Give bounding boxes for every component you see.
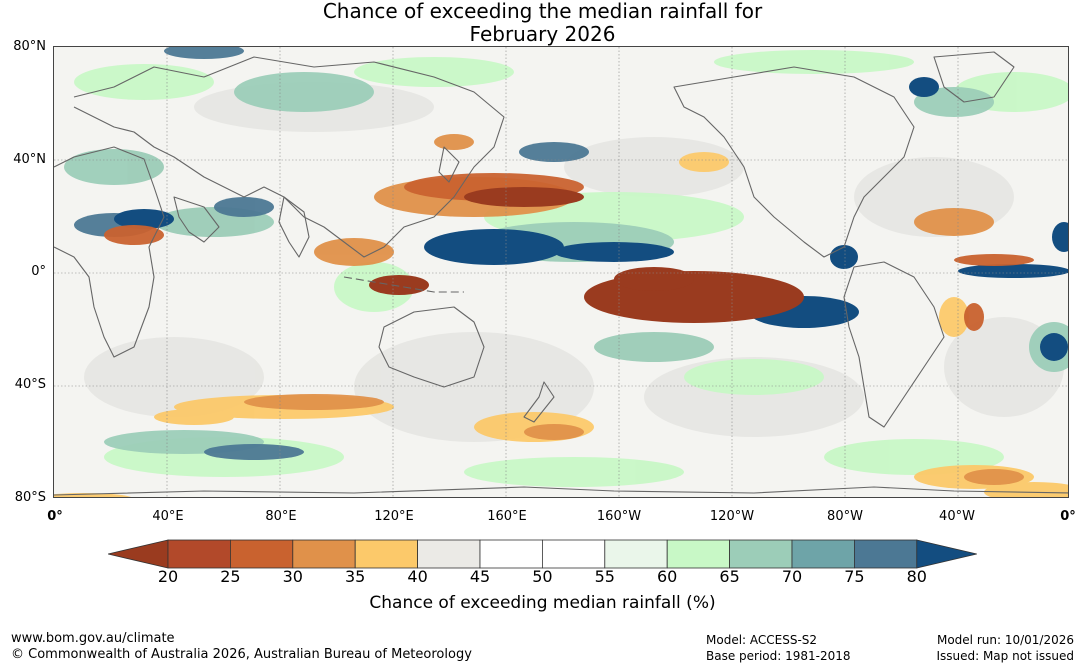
rainfall-map [53,46,1069,498]
title-line-2: February 2026 [469,22,616,46]
coastline-indonesia [343,276,464,293]
lat-label-80n: 80°N [13,39,46,54]
title-line-1: Chance of exceeding the median rainfall … [322,0,763,23]
lon-label-160w: 160°W [596,509,642,524]
colorbar-tick-30: 30 [282,567,303,586]
colorbar [108,539,977,569]
coastline-greenland [933,51,1015,103]
colorbar-cell-70-75 [791,539,855,569]
colorbar-tick-25: 25 [220,567,241,586]
colorbar-under-triangle [108,539,169,569]
colorbar-tick-60: 60 [657,567,678,586]
footer-model-run: Model run: 10/01/2026 [936,633,1074,647]
colorbar-tick-40: 40 [407,567,428,586]
coastline-north-america [673,66,915,258]
coastline-arabia [173,196,220,243]
lon-label-40w: 40°W [939,509,975,524]
lon-label-0-right: 0° [1060,509,1076,524]
colorbar-tick-65: 65 [719,567,740,586]
colorbar-tick-80: 80 [906,567,927,586]
coastline-africa [54,146,165,358]
coastline-south-america [843,261,945,428]
lat-label-80s: 80°S [14,490,46,505]
footer-issued: Issued: Map not issued [936,649,1074,663]
lon-label-40e: 40°E [152,509,184,524]
colorbar-cell-55-60 [604,539,668,569]
colorbar-cell-65-70 [729,539,793,569]
colorbar-cells [108,539,977,569]
lon-label-120w: 120°W [709,509,755,524]
colorbar-tick-45: 45 [469,567,491,586]
colorbar-cell-45-50 [479,539,543,569]
graticule [54,47,1068,497]
colorbar-title: Chance of exceeding median rainfall (%) [369,593,716,613]
coastline-new-zealand [523,381,555,423]
colorbar-cell-30-35 [292,539,356,569]
coastline-antarctica [54,486,1068,496]
lon-label-120e: 120°E [374,509,414,524]
coastlines [54,51,1068,496]
dry-20-25-areas [369,187,804,323]
colorbar-cell-25-30 [230,539,294,569]
colorbar-cell-40-45 [417,539,481,569]
footer-copyright: © Commonwealth of Australia 2026, Austra… [11,647,472,662]
lat-label-40s: 40°S [14,377,46,392]
lon-label-80e: 80°E [265,509,297,524]
footer-model: Model: ACCESS-S2 [706,633,818,647]
colorbar-cell-35-40 [354,539,418,569]
lon-label-0: 0° [47,509,63,524]
colorbar-tick-50: 50 [532,567,553,586]
colorbar-tick-55: 55 [594,567,615,586]
coastline-japan [438,146,460,183]
colorbar-cell-20-25 [167,539,231,569]
colorbar-over-triangle [916,539,977,569]
map-title: Chance of exceeding the median rainfall … [0,0,1085,46]
footer-site: www.bom.gov.au/climate [11,631,175,646]
colorbar-cell-60-65 [666,539,731,569]
footer-base-period: Base period: 1981-2018 [706,649,851,663]
colorbar-cell-75-80 [854,539,918,569]
coastline-india [278,196,310,258]
lat-label-40n: 40°N [13,152,46,167]
colorbar-cell-50-55 [541,539,606,569]
colorbar-tick-70: 70 [781,567,803,586]
colorbar-tick-35: 35 [345,567,366,586]
lon-label-160e: 160°E [487,509,527,524]
colorbar-tick-75: 75 [844,567,865,586]
colorbar-tick-20: 20 [157,567,179,586]
lat-label-equator: 0° [31,264,46,279]
coastline-eurasia [73,56,505,258]
coastline-australia [378,306,485,388]
rainfall-map-svg [54,47,1068,497]
lon-label-80w: 80°W [827,509,863,524]
